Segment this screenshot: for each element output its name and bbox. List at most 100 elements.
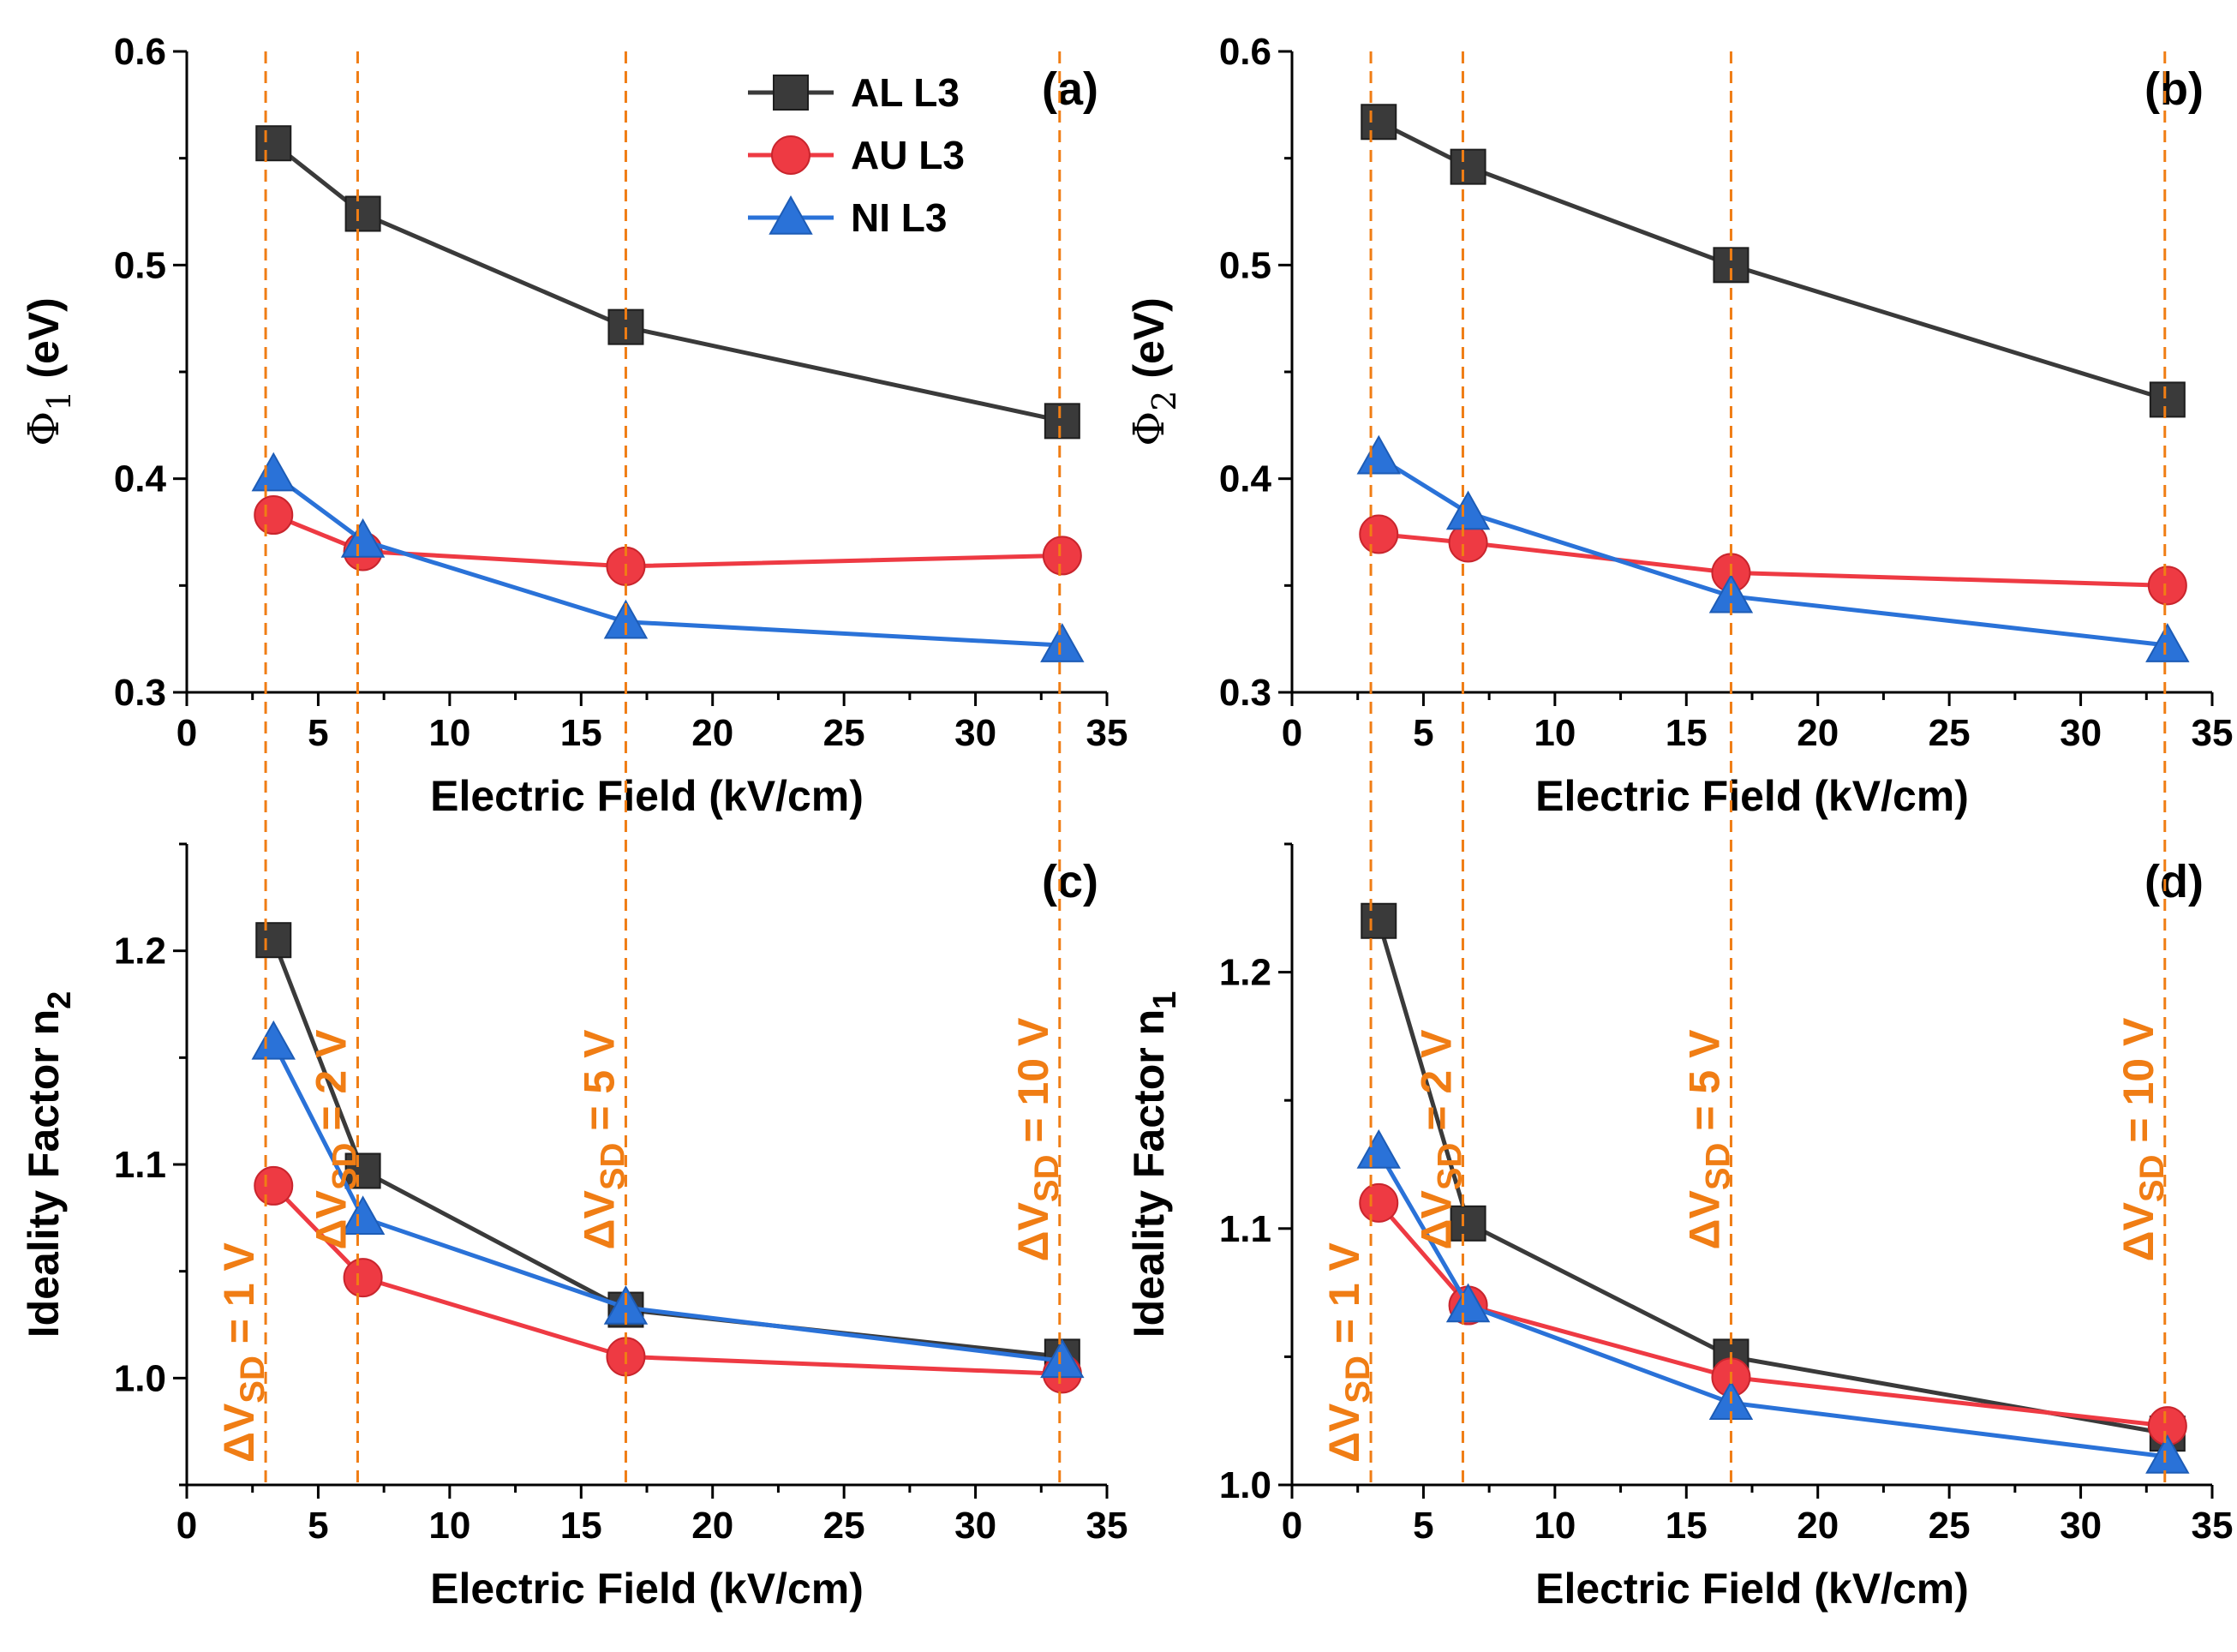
series-ni-l3 [251, 1020, 1085, 1379]
vsd-label-sub: SD [326, 1143, 363, 1191]
data-point-ni-l3 [340, 518, 386, 558]
x-tick-label: 30 [2060, 1505, 2102, 1547]
vsd-label: ΔVSD = 2 V [1412, 1029, 1468, 1250]
x-tick-label: 0 [1282, 712, 1302, 754]
data-point-al-l3 [2149, 381, 2186, 418]
series-line-au-l3 [272, 512, 1062, 569]
y-axis-unit: (eV) [20, 297, 68, 390]
y-tick-label: 0.4 [114, 458, 167, 500]
series-al-l3 [255, 922, 1080, 1375]
vsd-label: ΔVSD = 5 V [1680, 1029, 1737, 1250]
series-line-ni-l3 [272, 472, 1062, 648]
vsd-label-suffix: = 2 V [1412, 1029, 1460, 1143]
y-axis-title: Ideality Factor n1 [1125, 991, 1183, 1338]
y-tick-label: 0.6 [114, 31, 166, 73]
series-line-ni-l3 [1377, 455, 2168, 648]
vsd-label: ΔVSD = 5 V [575, 1029, 631, 1250]
series-line-au-l3 [1377, 1201, 2168, 1428]
panel-b: 0 5 10 15 20 25 30 35 0.3 0.4 0.5 0.6 Electric Field… [1124, 31, 2233, 820]
series-line-ni-l3 [1377, 1150, 2168, 1459]
panel-label: (b) [2144, 63, 2204, 115]
x-tick-label: 10 [1534, 1505, 1576, 1547]
x-tick-label: 20 [691, 1505, 733, 1547]
data-point-au-l3 [254, 495, 294, 536]
data-point-au-l3 [1359, 514, 1399, 554]
data-point-al-l3 [1450, 148, 1486, 185]
x-tick-label: 0 [1282, 1505, 1302, 1547]
vsd-label-sub: SD [234, 1356, 272, 1404]
vsd-label-sub: SD [2133, 1154, 2171, 1202]
panel-label: (a) [1042, 63, 1098, 115]
y-tick-label: 0.3 [114, 672, 166, 714]
vsd-label: ΔVSD = 1 V [215, 1242, 272, 1463]
data-point-al-l3 [1450, 1205, 1486, 1242]
data-point-ni-l3 [251, 452, 296, 492]
x-tick-label: 35 [1086, 1505, 1128, 1547]
vsd-label: ΔVSD = 10 V [2114, 1017, 2171, 1261]
x-axis-title: Electric Field (kV/cm) [430, 1565, 864, 1613]
data-point-au-l3 [254, 1165, 294, 1206]
legend-label-au-l3: AU L3 [851, 133, 965, 177]
data-point-al-l3 [255, 125, 292, 162]
data-point-ni-l3 [2145, 623, 2190, 662]
x-tick-label: 15 [1666, 712, 1708, 754]
x-axis-title: Electric Field (kV/cm) [430, 772, 864, 820]
series-line-al-l3 [1378, 120, 2168, 402]
x-tick-label: 15 [560, 1505, 602, 1547]
x-tick-label: 25 [1929, 1505, 1971, 1547]
vsd-label: ΔVSD = 1 V [1320, 1242, 1377, 1463]
legend-label-al-l3: AL L3 [851, 70, 960, 115]
y-axis-subscript: 2 [1145, 391, 1183, 411]
x-tick-label: 15 [1666, 1505, 1708, 1547]
y-axis-subscript: 1 [40, 391, 78, 411]
y-tick-label: 0.5 [114, 244, 166, 286]
vsd-label-suffix: = 5 V [1680, 1029, 1728, 1143]
x-tick-label: 35 [2192, 712, 2234, 754]
y-tick-label: 0.3 [1219, 672, 1271, 714]
legend: AL L3 AU L3 NI L3 [748, 70, 965, 240]
vsd-label-suffix: = 5 V [575, 1029, 623, 1143]
vsd-label-prefix: ΔV [1320, 1403, 1368, 1463]
data-point-al-l3 [344, 1152, 381, 1189]
x-tick-label: 10 [428, 1505, 470, 1547]
legend-marker-au-l3 [771, 135, 810, 175]
data-point-al-l3 [1361, 902, 1397, 939]
data-point-ni-l3 [603, 599, 649, 639]
legend-label-ni-l3: NI L3 [851, 195, 947, 240]
x-tick-label: 30 [954, 712, 996, 754]
y-tick-label: 0.5 [1219, 244, 1271, 286]
y-tick-label: 1.1 [114, 1144, 166, 1186]
series-line-al-l3 [271, 939, 1063, 1359]
x-tick-label: 30 [2060, 712, 2102, 754]
x-tick-label: 10 [428, 712, 470, 754]
y-axis-title: Φ2 (eV) [1124, 297, 1183, 446]
series-line-al-l3 [1376, 920, 2168, 1436]
y-tick-label: 1.0 [1219, 1464, 1271, 1506]
series-au-l3 [1359, 514, 2187, 606]
x-tick-label: 25 [823, 712, 865, 754]
series-au-l3 [254, 495, 1082, 586]
vsd-label: ΔVSD = 10 V [1009, 1017, 1066, 1261]
y-axis-subscript: 2 [42, 991, 78, 1009]
x-tick-label: 5 [308, 712, 328, 754]
y-axis-unit: (eV) [1125, 297, 1173, 390]
vsd-label-sub: SD [594, 1143, 631, 1191]
data-point-al-l3 [1044, 403, 1080, 440]
x-axis-title: Electric Field (kV/cm) [1535, 772, 1969, 820]
vsd-label-prefix: ΔV [307, 1190, 355, 1250]
x-tick-label: 25 [823, 1505, 865, 1547]
legend-marker-ni-l3 [769, 195, 813, 235]
panel-label: (d) [2144, 856, 2204, 907]
series-line-au-l3 [1379, 532, 2168, 588]
data-point-ni-l3 [251, 1020, 296, 1060]
vsd-label-sub: SD [1699, 1143, 1737, 1191]
y-tick-label: 0.6 [1219, 31, 1271, 73]
legend-marker-al-l3 [773, 75, 809, 111]
y-axis-symbol: Φ [1124, 411, 1174, 446]
panel-label: (c) [1042, 856, 1098, 907]
data-point-au-l3 [2147, 566, 2187, 606]
data-point-ni-l3 [1356, 1128, 1401, 1169]
